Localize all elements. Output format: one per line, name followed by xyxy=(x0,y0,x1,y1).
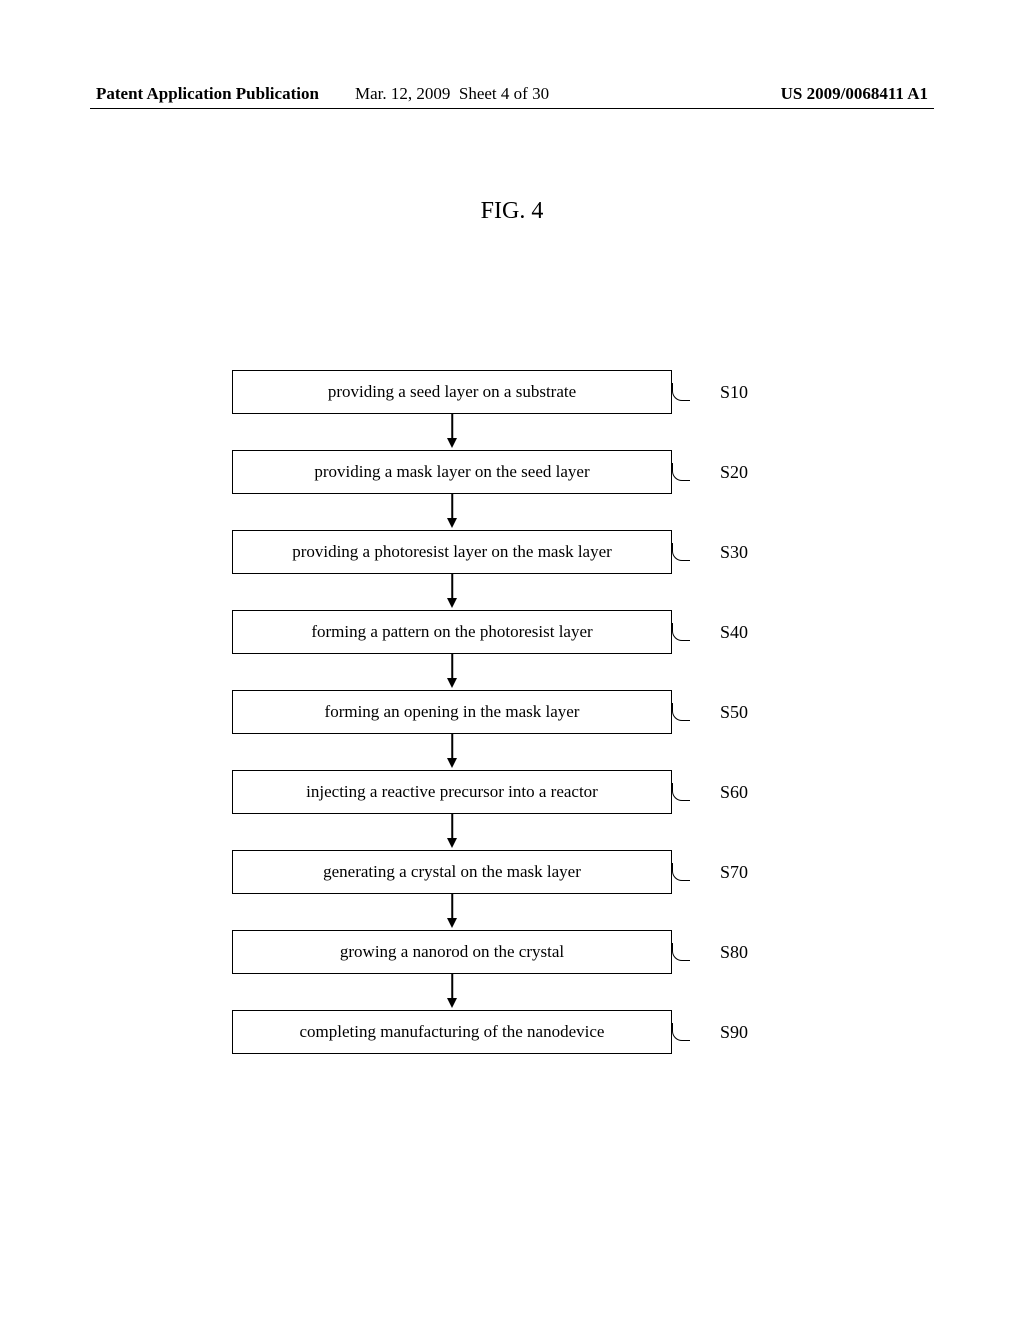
connector-hook-icon xyxy=(672,543,690,561)
flowchart-step-box: forming an opening in the mask layer xyxy=(232,690,672,734)
arrow-line-icon xyxy=(451,494,453,518)
flowchart-arrow xyxy=(232,894,672,930)
flowchart-step-label: S60 xyxy=(720,770,748,814)
arrow-line-icon xyxy=(451,414,453,438)
header-publication-type: Patent Application Publication xyxy=(96,84,319,104)
header-date: Mar. 12, 2009 xyxy=(355,84,450,103)
arrow-head-icon xyxy=(447,758,457,768)
flowchart-step-box: providing a mask layer on the seed layer xyxy=(232,450,672,494)
flowchart-step-box: providing a photoresist layer on the mas… xyxy=(232,530,672,574)
flowchart-step-label: S80 xyxy=(720,930,748,974)
connector-hook-icon xyxy=(672,703,690,721)
header-publication-number: US 2009/0068411 A1 xyxy=(781,84,928,104)
flowchart-step-box: forming a pattern on the photoresist lay… xyxy=(232,610,672,654)
flowchart: providing a seed layer on a substrate S10… xyxy=(232,370,792,1054)
arrow-head-icon xyxy=(447,838,457,848)
flowchart-arrow xyxy=(232,654,672,690)
arrow-head-icon xyxy=(447,438,457,448)
flowchart-step-box: injecting a reactive precursor into a re… xyxy=(232,770,672,814)
flowchart-step-connector xyxy=(672,690,716,734)
flowchart-step: generating a crystal on the mask layer S7… xyxy=(232,850,792,894)
flowchart-step: forming an opening in the mask layer S50 xyxy=(232,690,792,734)
flowchart-step: completing manufacturing of the nanodevi… xyxy=(232,1010,792,1054)
arrow-line-icon xyxy=(451,894,453,918)
arrow-head-icon xyxy=(447,678,457,688)
header-date-sheet: Mar. 12, 2009 Sheet 4 of 30 xyxy=(355,84,549,104)
flowchart-step: providing a seed layer on a substrate S10 xyxy=(232,370,792,414)
flowchart-step: providing a photoresist layer on the mas… xyxy=(232,530,792,574)
flowchart-step-connector xyxy=(672,530,716,574)
flowchart-step: forming a pattern on the photoresist lay… xyxy=(232,610,792,654)
flowchart-arrow xyxy=(232,974,672,1010)
arrow-line-icon xyxy=(451,734,453,758)
flowchart-step: injecting a reactive precursor into a re… xyxy=(232,770,792,814)
header-sheet: Sheet 4 of 30 xyxy=(459,84,549,103)
flowchart-arrow xyxy=(232,414,672,450)
flowchart-step-connector xyxy=(672,770,716,814)
flowchart-step-label: S70 xyxy=(720,850,748,894)
flowchart-step-connector xyxy=(672,370,716,414)
arrow-line-icon xyxy=(451,974,453,998)
flowchart-step-label: S40 xyxy=(720,610,748,654)
flowchart-step-label: S50 xyxy=(720,690,748,734)
flowchart-step-label: S10 xyxy=(720,370,748,414)
arrow-head-icon xyxy=(447,918,457,928)
arrow-head-icon xyxy=(447,598,457,608)
connector-hook-icon xyxy=(672,463,690,481)
flowchart-arrow xyxy=(232,734,672,770)
flowchart-step-box: growing a nanorod on the crystal xyxy=(232,930,672,974)
flowchart-step-label: S20 xyxy=(720,450,748,494)
flowchart-arrow xyxy=(232,814,672,850)
flowchart-step: growing a nanorod on the crystal S80 xyxy=(232,930,792,974)
connector-hook-icon xyxy=(672,783,690,801)
arrow-head-icon xyxy=(447,998,457,1008)
arrow-line-icon xyxy=(451,814,453,838)
flowchart-step-connector xyxy=(672,610,716,654)
flowchart-step-connector xyxy=(672,850,716,894)
flowchart-step-connector xyxy=(672,930,716,974)
connector-hook-icon xyxy=(672,623,690,641)
connector-hook-icon xyxy=(672,1023,690,1041)
connector-hook-icon xyxy=(672,383,690,401)
flowchart-step: providing a mask layer on the seed layer… xyxy=(232,450,792,494)
flowchart-step-connector xyxy=(672,1010,716,1054)
flowchart-arrow xyxy=(232,494,672,530)
flowchart-step-box: providing a seed layer on a substrate xyxy=(232,370,672,414)
flowchart-arrow xyxy=(232,574,672,610)
flowchart-step-connector xyxy=(672,450,716,494)
figure-title: FIG. 4 xyxy=(0,198,1024,225)
connector-hook-icon xyxy=(672,863,690,881)
flowchart-step-label: S30 xyxy=(720,530,748,574)
flowchart-step-box: completing manufacturing of the nanodevi… xyxy=(232,1010,672,1054)
arrow-line-icon xyxy=(451,574,453,598)
connector-hook-icon xyxy=(672,943,690,961)
header-rule xyxy=(90,108,934,109)
flowchart-step-label: S90 xyxy=(720,1010,748,1054)
arrow-line-icon xyxy=(451,654,453,678)
flowchart-step-box: generating a crystal on the mask layer xyxy=(232,850,672,894)
arrow-head-icon xyxy=(447,518,457,528)
